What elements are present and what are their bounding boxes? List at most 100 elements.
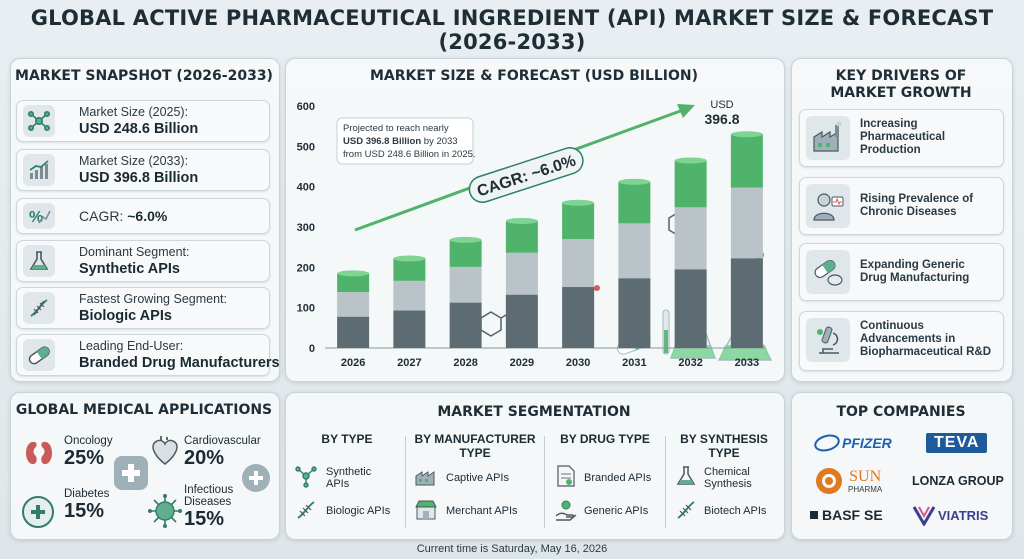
snapshot-value: ~6.0% [127, 208, 168, 224]
segment-label: APIs [326, 478, 350, 490]
bar-segment [393, 280, 426, 311]
bar-segment [562, 287, 595, 348]
x-tick-label: 2030 [566, 357, 590, 369]
medical-name: Diseases [184, 496, 232, 508]
annotation-line-1: Projected to reach nearly [343, 123, 449, 134]
factory-icon [414, 464, 438, 493]
segment-label: Synthetic [326, 466, 372, 478]
snapshot-value: USD 396.8 Billion [79, 170, 199, 186]
bar-segment [337, 273, 370, 293]
driver-line: Rising Prevalence of [860, 193, 974, 205]
medical-value: 25% [64, 447, 105, 469]
growth-arrow-head [677, 104, 695, 118]
segmentation-panel [285, 392, 785, 540]
segmentation-heading: BY SYNTHESIS [680, 432, 768, 446]
bar-segment [505, 252, 538, 295]
medical-name: Cardiovascular [184, 435, 261, 447]
basf-logo: BASF SE [810, 507, 883, 523]
medical-value: 15% [64, 500, 105, 522]
basf-square-icon [810, 511, 818, 519]
medical-plus-icon [22, 496, 54, 528]
virus-icon [148, 494, 182, 533]
microscope-icon [806, 318, 850, 362]
bar-segment [505, 220, 538, 253]
hand-pill-icon [554, 498, 578, 527]
segment-label: Biotech APIs [704, 505, 767, 517]
bar-segment [449, 266, 482, 303]
driver-line: Chronic Diseases [860, 206, 957, 218]
segment-label: Captive APIs [446, 472, 509, 484]
plus-circle-icon [242, 464, 270, 492]
x-tick-label: 2031 [622, 357, 646, 369]
x-tick-label: 2029 [510, 357, 534, 369]
medical-title: GLOBAL MEDICAL APPLICATIONS [15, 402, 273, 418]
company-basf: BASF SE [822, 507, 883, 523]
snapshot-label: Dominant Segment: [79, 245, 190, 259]
kidney-icon [22, 436, 56, 475]
x-tick-label: 2033 [735, 357, 759, 369]
segment-label: Generic APIs [584, 505, 649, 517]
y-tick-label: 200 [297, 262, 315, 274]
end-label-value: 396.8 [704, 111, 739, 127]
driver-card: Continuous Advancements in Biopharmaceut… [799, 311, 1004, 371]
bar-segment [618, 181, 651, 224]
bar-segment [674, 160, 707, 208]
driver-line: Pharmaceutical [860, 131, 946, 143]
molecule-icon [23, 105, 55, 137]
sun-icon [816, 468, 842, 494]
y-tick-label: 100 [297, 303, 315, 315]
y-tick-label: 600 [297, 101, 315, 113]
svg-text:USD 396.8 Billion by 2033: USD 396.8 Billion by 2033 [343, 136, 458, 147]
y-tick-label: 0 [309, 343, 315, 355]
divider [665, 436, 666, 528]
snapshot-label: CAGR: [79, 208, 124, 224]
snapshot-value: Branded Drug Manufacturers [79, 355, 280, 371]
bar-cap [562, 199, 595, 206]
bar-segment [337, 292, 370, 317]
sun-pharma-logo: SUN PHARMA [814, 466, 882, 496]
snapshot-card-dominant-segment: Dominant Segment: Synthetic APIs [16, 240, 270, 282]
bar-segment [393, 258, 426, 281]
company-sun-pharma: PHARMA [848, 484, 883, 494]
snapshot-card-cagr: % CAGR: ~6.0% [16, 198, 270, 234]
medical-value: 20% [184, 447, 225, 469]
bar-segment [449, 239, 482, 267]
bar-segment [393, 310, 426, 348]
companies-panel [791, 392, 1013, 540]
segmentation-title: MARKET SEGMENTATION [437, 404, 631, 420]
doctor-icon [806, 184, 850, 228]
bar-segment [674, 207, 707, 270]
capsule-icon [23, 339, 55, 371]
percent-icon: % [23, 203, 55, 229]
drivers-title-line-1: KEY DRIVERS OF [835, 68, 967, 84]
bar-cap [674, 157, 707, 164]
factory-icon [806, 116, 850, 160]
flask-icon [23, 245, 55, 277]
bar-segment [674, 269, 707, 348]
dna-icon [674, 498, 698, 527]
driver-line: Production [860, 144, 921, 156]
bar-segment [562, 239, 595, 288]
flask-icon [674, 464, 698, 493]
bar-segment [449, 302, 482, 348]
bar-cap [730, 131, 763, 138]
document-icon [554, 464, 578, 493]
segmentation-heading: BY TYPE [321, 432, 373, 446]
driver-card: Expanding Generic Drug Manufacturing [799, 243, 1004, 301]
driver-card: Increasing Pharmaceutical Production [799, 109, 1004, 167]
teva-logo: TEVA [926, 433, 988, 453]
snapshot-label: Fastest Growing Segment: [79, 292, 227, 306]
y-tick-label: 500 [297, 141, 315, 153]
page-title: GLOBAL ACTIVE PHARMACEUTICAL INGREDIENT … [30, 6, 994, 54]
segmentation-heading: BY MANUFACTURER [414, 432, 536, 446]
snapshot-label: Market Size (2033): [79, 154, 189, 168]
driver-line: Increasing [860, 118, 918, 130]
footer-time: Current time is Saturday, May 16, 2026 [416, 543, 608, 555]
x-tick-label: 2026 [341, 357, 365, 369]
driver-line: Drug Manufacturing [860, 272, 970, 284]
y-tick-label: 300 [297, 222, 315, 234]
bar-cap [393, 255, 426, 262]
viatris-mark-icon [912, 506, 936, 526]
bar-segment [562, 202, 595, 240]
pfizer-logo: PFIZER [814, 434, 892, 452]
